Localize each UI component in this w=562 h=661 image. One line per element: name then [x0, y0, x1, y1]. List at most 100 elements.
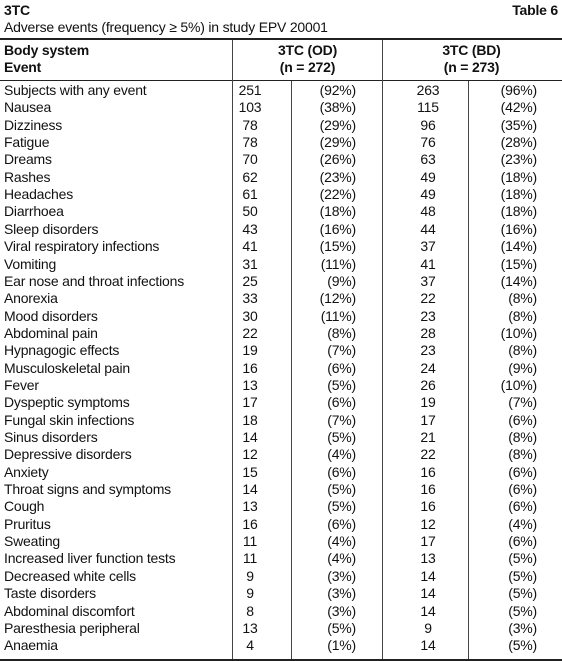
count: 16 [420, 481, 436, 498]
count: 14 [420, 567, 436, 584]
event-name: Dizziness [4, 116, 63, 133]
percent: (3%) [327, 585, 356, 602]
table-label: Table 6 [512, 2, 558, 18]
count: 63 [420, 151, 436, 168]
count: 13 [242, 376, 258, 393]
percent: (29%) [319, 134, 357, 151]
event-name: Fatigue [4, 134, 50, 151]
percent: (6%) [508, 498, 537, 515]
count: 9 [246, 585, 254, 602]
percent: (22%) [319, 186, 357, 203]
event-name: Increased liver function tests [4, 550, 176, 567]
count: 70 [242, 151, 258, 168]
count: 12 [420, 515, 436, 532]
event-name: Headaches [4, 186, 74, 203]
count: 49 [420, 186, 436, 203]
count: 11 [242, 550, 258, 567]
count: 14 [420, 637, 436, 654]
count: 251 [238, 82, 262, 98]
percent: (4%) [327, 533, 356, 550]
percent: (18%) [500, 203, 538, 220]
percent: (38%) [319, 99, 357, 116]
percent: (23%) [319, 168, 357, 185]
count: 17 [242, 394, 258, 411]
percent: (14%) [500, 238, 538, 255]
percent: (1%) [327, 637, 356, 654]
percent: (3%) [327, 567, 356, 584]
count: 9 [424, 619, 432, 636]
event-name: Diarrhoea [4, 203, 64, 220]
count: 18 [242, 411, 258, 428]
count: 22 [420, 290, 436, 307]
count: 48 [420, 203, 436, 220]
percent: (6%) [327, 359, 356, 376]
percent: (12%) [319, 290, 357, 307]
column-divider [468, 81, 469, 659]
count: 12 [242, 446, 258, 463]
count: 23 [420, 307, 436, 324]
event-name: Viral respiratory infections [4, 238, 160, 255]
event-name: Fungal skin infections [4, 411, 135, 428]
count: 78 [242, 134, 258, 151]
event-name: Pruritus [4, 515, 51, 532]
count: 16 [242, 359, 258, 376]
count: 103 [238, 99, 262, 116]
event-name: Rashes [4, 168, 51, 185]
percent: (5%) [327, 481, 356, 498]
count: 16 [420, 463, 436, 480]
count: 43 [242, 220, 258, 237]
percent: (5%) [327, 429, 356, 445]
percent: (5%) [508, 602, 537, 619]
event-name: Decreased white cells [4, 567, 136, 584]
percent: (18%) [500, 186, 538, 203]
count: 13 [242, 619, 258, 636]
event-name: Sleep disorders [4, 220, 99, 237]
percent: (8%) [508, 429, 537, 445]
header-cell: Body system [4, 42, 89, 58]
percent: (8%) [508, 307, 537, 324]
percent: (11%) [320, 307, 357, 324]
percent: (5%) [508, 550, 537, 567]
header-cell: (n = 273) [443, 59, 500, 75]
percent: (11%) [320, 255, 357, 272]
title: 3TC [4, 2, 30, 18]
event-name: Sinus disorders [4, 429, 98, 445]
column-divider [291, 81, 292, 659]
event-name: Dyspeptic symptoms [4, 394, 130, 411]
header-cell: Event [4, 59, 42, 75]
percent: (15%) [319, 238, 357, 255]
count: 19 [242, 342, 258, 359]
percent: (5%) [508, 567, 537, 584]
column-divider [232, 40, 233, 659]
percent: (29%) [319, 116, 357, 133]
count: 23 [420, 342, 436, 359]
percent: (6%) [327, 515, 356, 532]
count: 263 [416, 82, 440, 98]
event-name: Throat signs and symptoms [4, 481, 171, 498]
count: 25 [242, 272, 258, 289]
count: 50 [242, 203, 258, 220]
count: 14 [242, 429, 258, 445]
percent: (9%) [508, 359, 537, 376]
event-name: Anorexia [4, 290, 58, 307]
count: 14 [242, 481, 258, 498]
event-name: Dreams [4, 151, 52, 168]
percent: (35%) [500, 116, 538, 133]
percent: (8%) [508, 446, 537, 463]
event-name: Abdominal discomfort [4, 602, 135, 619]
count: 15 [242, 463, 258, 480]
percent: (15%) [500, 255, 538, 272]
count: 17 [420, 411, 436, 428]
event-name: Ear nose and throat infections [4, 272, 185, 289]
count: 33 [242, 290, 258, 307]
percent: (5%) [508, 585, 537, 602]
count: 28 [420, 324, 436, 341]
percent: (4%) [327, 446, 356, 463]
percent: (6%) [327, 463, 356, 480]
count: 4 [246, 637, 254, 654]
percent: (7%) [508, 394, 537, 411]
event-name: Subjects with any event [4, 82, 147, 98]
count: 62 [242, 168, 258, 185]
rule [0, 659, 562, 661]
count: 115 [417, 99, 439, 116]
